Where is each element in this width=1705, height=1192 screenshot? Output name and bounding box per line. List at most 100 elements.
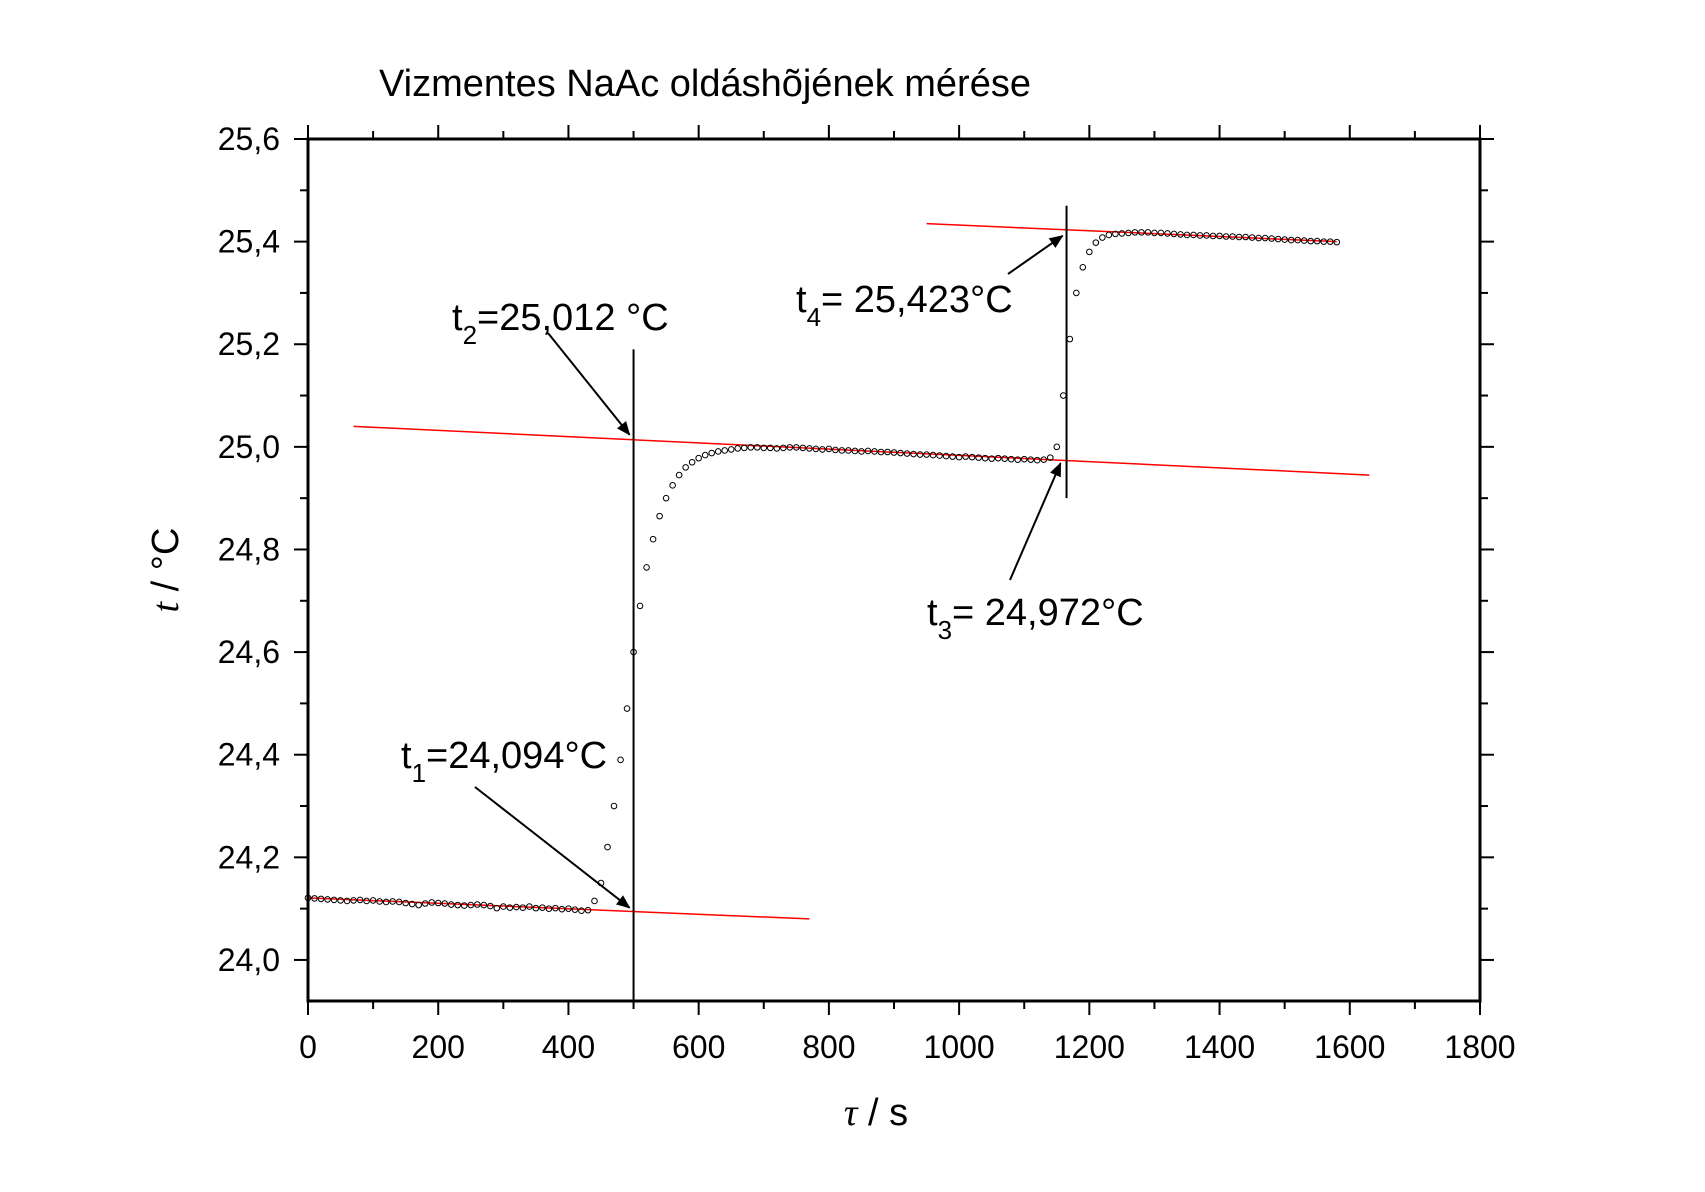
annotation-subscript: 2 <box>463 320 477 350</box>
data-point <box>1020 455 1028 463</box>
data-point <box>421 900 429 907</box>
data-point <box>1222 233 1230 240</box>
data-point <box>454 901 462 909</box>
data-point <box>656 512 663 520</box>
data-point <box>864 447 872 455</box>
data-point <box>688 458 696 466</box>
annotation-symbol: t <box>796 279 807 321</box>
x-tick-label: 800 <box>802 1029 855 1065</box>
data-point <box>636 602 644 610</box>
x-tick-label: 600 <box>672 1029 725 1065</box>
data-point <box>929 451 937 459</box>
data-point <box>1125 229 1132 237</box>
data-point <box>1144 229 1152 236</box>
data-point <box>734 445 742 452</box>
data-point <box>1177 231 1184 238</box>
data-point <box>975 454 982 461</box>
data-point <box>1033 456 1041 464</box>
data-point <box>1007 455 1015 463</box>
data-point <box>832 446 839 454</box>
data-point <box>1112 230 1119 238</box>
data-point <box>324 896 331 903</box>
data-point <box>526 903 533 910</box>
data-point <box>727 446 735 453</box>
data-point <box>1261 234 1269 242</box>
data-point <box>1313 237 1321 245</box>
data-point <box>786 444 794 451</box>
data-point <box>1216 232 1223 240</box>
data-point <box>565 905 572 912</box>
data-point <box>819 446 826 453</box>
annotation-subscript: 3 <box>938 615 952 645</box>
data-point <box>1307 237 1315 245</box>
data-point <box>1268 235 1275 242</box>
data-point <box>1001 455 1008 462</box>
data-point <box>845 447 852 454</box>
data-point <box>1157 229 1165 237</box>
annotation-symbol: t <box>401 735 412 777</box>
annotation-value: = 25,423°C <box>821 279 1013 321</box>
data-point <box>675 471 683 479</box>
data-point <box>350 897 357 904</box>
data-point <box>428 899 436 906</box>
chart-title: Vizmentes NaAc oldáshõjének mérése <box>379 63 1031 105</box>
data-point <box>812 445 820 453</box>
y-tick-label: 24,4 <box>218 737 280 773</box>
data-point <box>760 444 768 452</box>
data-point <box>708 449 715 457</box>
data-point <box>1092 239 1100 246</box>
data-point <box>402 899 409 907</box>
annotation-t2: t2=25,012 °C <box>452 297 669 350</box>
data-point <box>311 895 318 902</box>
data-point <box>1190 231 1197 239</box>
data-point <box>356 896 364 904</box>
annotation-subscript: 4 <box>807 302 821 332</box>
axes: 0 200 400 600 800 1000 1200 1400 1600 1800 24,0 24,… <box>218 121 1516 1065</box>
data-point <box>968 453 976 461</box>
data-point <box>604 843 611 851</box>
data-point <box>662 494 670 502</box>
data-point <box>923 451 930 458</box>
data-point <box>1320 238 1328 245</box>
data-point <box>415 901 422 909</box>
data-point <box>897 449 904 457</box>
annotation-arrow-t1 <box>474 786 631 909</box>
data-point <box>1183 231 1191 239</box>
data-point <box>330 896 338 904</box>
data-point <box>825 445 833 453</box>
data-point <box>591 897 598 905</box>
data-point <box>806 445 813 452</box>
x-tick-label: 200 <box>412 1029 465 1065</box>
data-point <box>480 901 488 909</box>
x-axis-label: τ / s <box>844 1092 908 1134</box>
y-tick-label: 25,4 <box>218 224 280 260</box>
data-point <box>363 897 370 905</box>
y-tick-label: 25,6 <box>218 121 280 157</box>
data-point <box>584 906 592 914</box>
data-point <box>994 454 1002 462</box>
x-tick-label: 1000 <box>924 1029 995 1065</box>
data-point <box>1118 230 1126 237</box>
annotation-t4: t4= 25,423°C <box>796 279 1013 332</box>
data-point <box>753 444 761 451</box>
data-point <box>981 454 989 462</box>
data-point <box>1014 456 1022 463</box>
data-point <box>447 901 455 908</box>
x-tick-label: 1200 <box>1054 1029 1125 1065</box>
data-point <box>740 444 748 452</box>
data-point <box>337 897 344 904</box>
data-point <box>936 452 943 459</box>
data-point <box>1203 232 1210 239</box>
data-point <box>643 564 650 571</box>
data-point <box>1053 443 1061 451</box>
data-point <box>1274 235 1282 243</box>
x-tick-label: 1600 <box>1314 1029 1385 1065</box>
data-point <box>682 464 689 471</box>
data-point <box>441 900 449 907</box>
y-tick-label: 25,2 <box>218 326 280 362</box>
data-point <box>793 444 800 451</box>
data-point <box>473 901 481 908</box>
x-tick-label: 1400 <box>1184 1029 1255 1065</box>
data-point <box>623 705 631 712</box>
data-point <box>519 904 527 911</box>
